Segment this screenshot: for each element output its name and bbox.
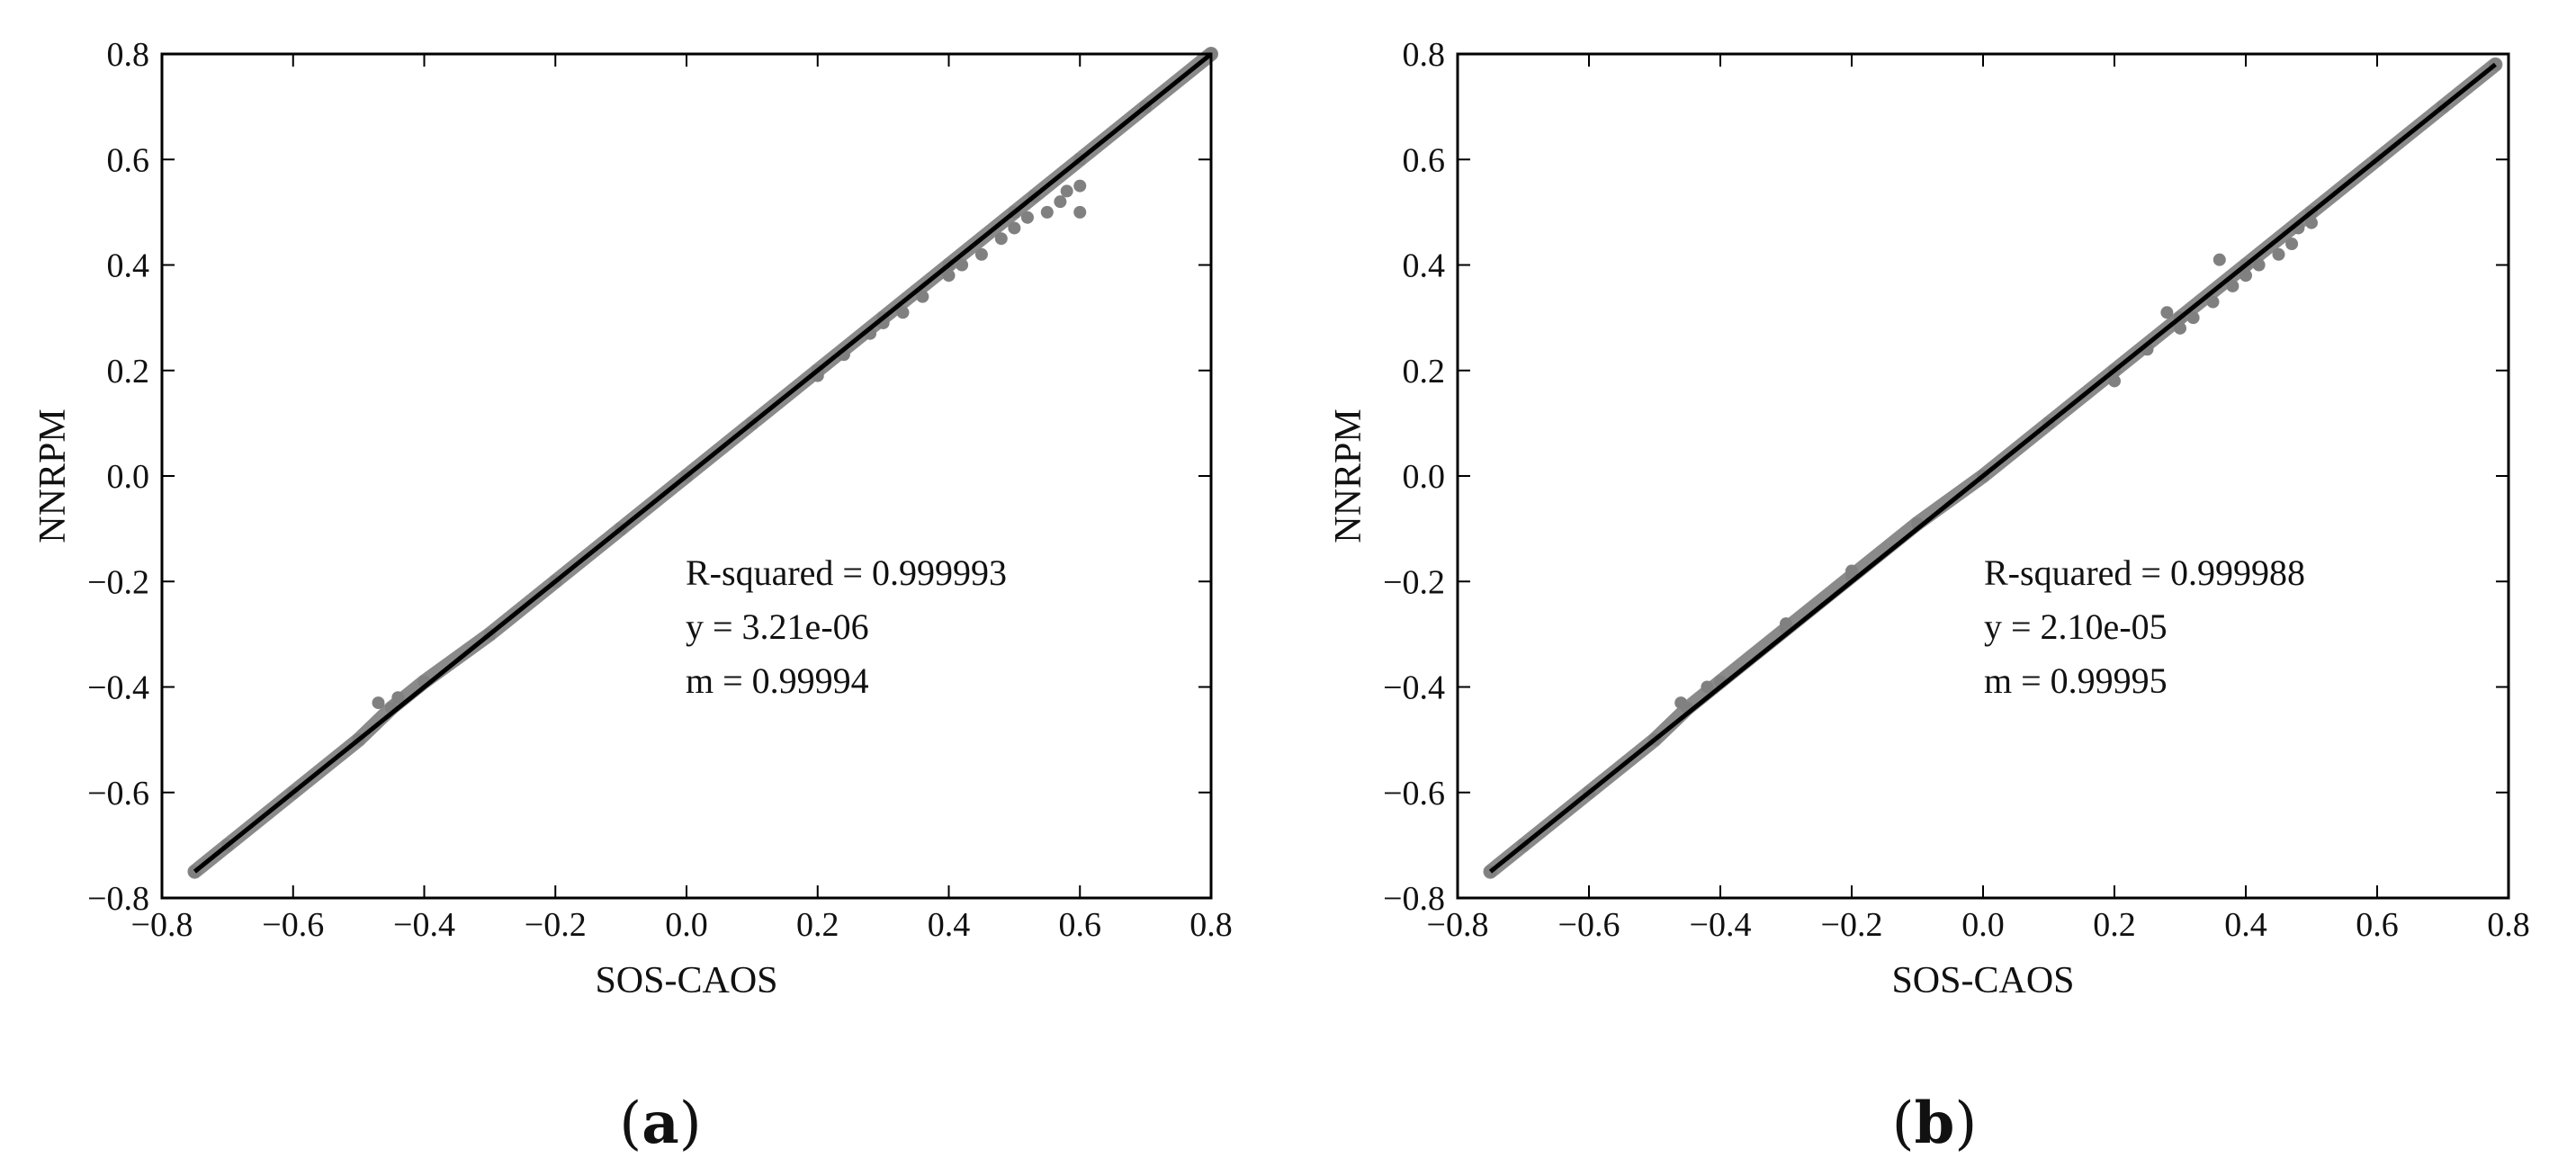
data-point <box>1780 617 1792 631</box>
x-tick-label: 0.4 <box>928 906 971 944</box>
x-tick-label: 0.8 <box>2487 906 2530 944</box>
panel-a-y-axis-label: NNRPM <box>32 408 74 543</box>
y-tick-label: −0.6 <box>1383 775 1445 812</box>
y-tick-label: 0.8 <box>107 36 150 74</box>
y-tick-label: 0.4 <box>1403 247 1446 285</box>
y-tick-label: 0.2 <box>107 353 150 391</box>
data-point <box>2174 321 2186 335</box>
data-point <box>974 247 988 261</box>
data-band-segment <box>1844 516 1925 584</box>
x-tick-label: 0.6 <box>2356 906 2399 944</box>
data-point <box>2212 253 2226 266</box>
y-tick-label: −0.4 <box>1383 669 1445 707</box>
x-tick-label: −0.8 <box>1427 906 1489 944</box>
x-tick-label: −0.2 <box>525 906 587 944</box>
data-point <box>1701 680 1714 694</box>
data-point <box>1073 179 1087 193</box>
data-point <box>1054 195 1067 209</box>
regression-line <box>193 52 1213 874</box>
data-point <box>372 696 385 710</box>
panel-a-caption-letter: a <box>642 1090 678 1157</box>
y-tick-label: 0.8 <box>1403 36 1446 74</box>
panel-b-caption-letter: b <box>1915 1090 1955 1157</box>
panel-a-ticks: −0.8 −0.6 −0.4 −0.2 0.0 0.2 0.4 0.6 0.8 −0.8 −0.6 −… <box>87 36 1233 944</box>
x-tick-label: 0.0 <box>665 906 708 944</box>
x-tick-label: −0.4 <box>393 906 455 944</box>
panel-b-r-squared-annotation: R-squared = 0.999988 <box>1984 552 2305 593</box>
y-tick-label: 0.2 <box>1403 353 1446 391</box>
data-point <box>2305 216 2318 229</box>
y-tick-label: −0.4 <box>87 669 149 707</box>
panel-b-x-axis-label: SOS-CAOS <box>1891 960 2074 1001</box>
data-point <box>2285 238 2299 251</box>
data-point <box>1073 205 1087 219</box>
y-tick-label: 0.6 <box>107 141 150 179</box>
regression-line <box>1488 62 2497 874</box>
x-tick-label: 0.8 <box>1189 906 1233 944</box>
panel-b: −0.8 −0.6 −0.4 −0.2 0.0 0.2 0.4 0.6 0.8 −0.8 −0.6 −… <box>1328 36 2530 1157</box>
data-point <box>2160 306 2174 319</box>
y-tick-label: 0.0 <box>1403 458 1446 496</box>
data-band-segment <box>1713 622 1793 689</box>
panel-a: −0.8 −0.6 −0.4 −0.2 0.0 0.2 0.4 0.6 0.8 −0.8 −0.6 −… <box>32 36 1233 1157</box>
x-tick-label: 0.6 <box>1059 906 1102 944</box>
data-point <box>1674 696 1688 710</box>
y-tick-label: 0.0 <box>107 458 150 496</box>
data-band-segment <box>1779 569 1859 637</box>
panel-b-slope-annotation: m = 0.99995 <box>1984 660 2168 701</box>
y-tick-label: −0.2 <box>87 563 149 601</box>
data-point <box>2272 247 2285 261</box>
x-tick-label: 0.4 <box>2224 906 2267 944</box>
x-tick-label: 0.0 <box>1961 906 2005 944</box>
data-point <box>391 691 405 705</box>
y-tick-label: −0.8 <box>87 880 149 918</box>
x-tick-label: −0.6 <box>1558 906 1620 944</box>
panel-b-marks <box>1483 57 2503 879</box>
data-point <box>1040 205 1054 219</box>
x-tick-label: −0.4 <box>1690 906 1752 944</box>
y-tick-label: 0.6 <box>1403 141 1446 179</box>
data-point <box>1020 211 1034 224</box>
y-tick-label: −0.2 <box>1383 563 1445 601</box>
panel-a-intercept-annotation: y = 3.21e-06 <box>686 606 869 647</box>
y-tick-label: −0.8 <box>1383 880 1445 918</box>
panel-b-ticks: −0.8 −0.6 −0.4 −0.2 0.0 0.2 0.4 0.6 0.8 −0.8 −0.6 −… <box>1383 36 2530 944</box>
panel-a-x-axis-label: SOS-CAOS <box>595 960 777 1001</box>
panel-b-intercept-annotation: y = 2.10e-05 <box>1984 606 2168 647</box>
data-point <box>896 306 910 319</box>
data-point <box>2226 279 2239 292</box>
panel-a-caption-label: (a) <box>619 1090 701 1157</box>
data-point <box>2206 295 2220 309</box>
panel-b-caption-label: (b) <box>1892 1090 1978 1157</box>
data-point <box>2252 258 2266 272</box>
data-point <box>2186 311 2200 325</box>
y-tick-label: −0.6 <box>87 775 149 812</box>
data-point <box>2108 374 2121 388</box>
data-point <box>994 232 1008 246</box>
data-point <box>1845 564 1858 578</box>
y-tick-label: 0.4 <box>107 247 150 285</box>
x-tick-label: 0.2 <box>2093 906 2136 944</box>
x-tick-label: −0.2 <box>1821 906 1883 944</box>
panel-a-marks <box>187 47 1218 879</box>
data-point <box>1008 221 1021 235</box>
x-tick-label: −0.8 <box>131 906 193 944</box>
data-point <box>942 269 956 283</box>
data-point <box>916 290 929 303</box>
panel-b-y-axis-label: NNRPM <box>1328 408 1369 543</box>
x-tick-label: −0.6 <box>262 906 324 944</box>
data-point <box>1060 184 1073 198</box>
data-point <box>2239 269 2252 283</box>
panel-a-slope-annotation: m = 0.99994 <box>686 660 869 701</box>
x-tick-label: 0.2 <box>796 906 839 944</box>
panel-a-r-squared-annotation: R-squared = 0.999993 <box>686 552 1007 593</box>
data-point <box>956 258 969 272</box>
